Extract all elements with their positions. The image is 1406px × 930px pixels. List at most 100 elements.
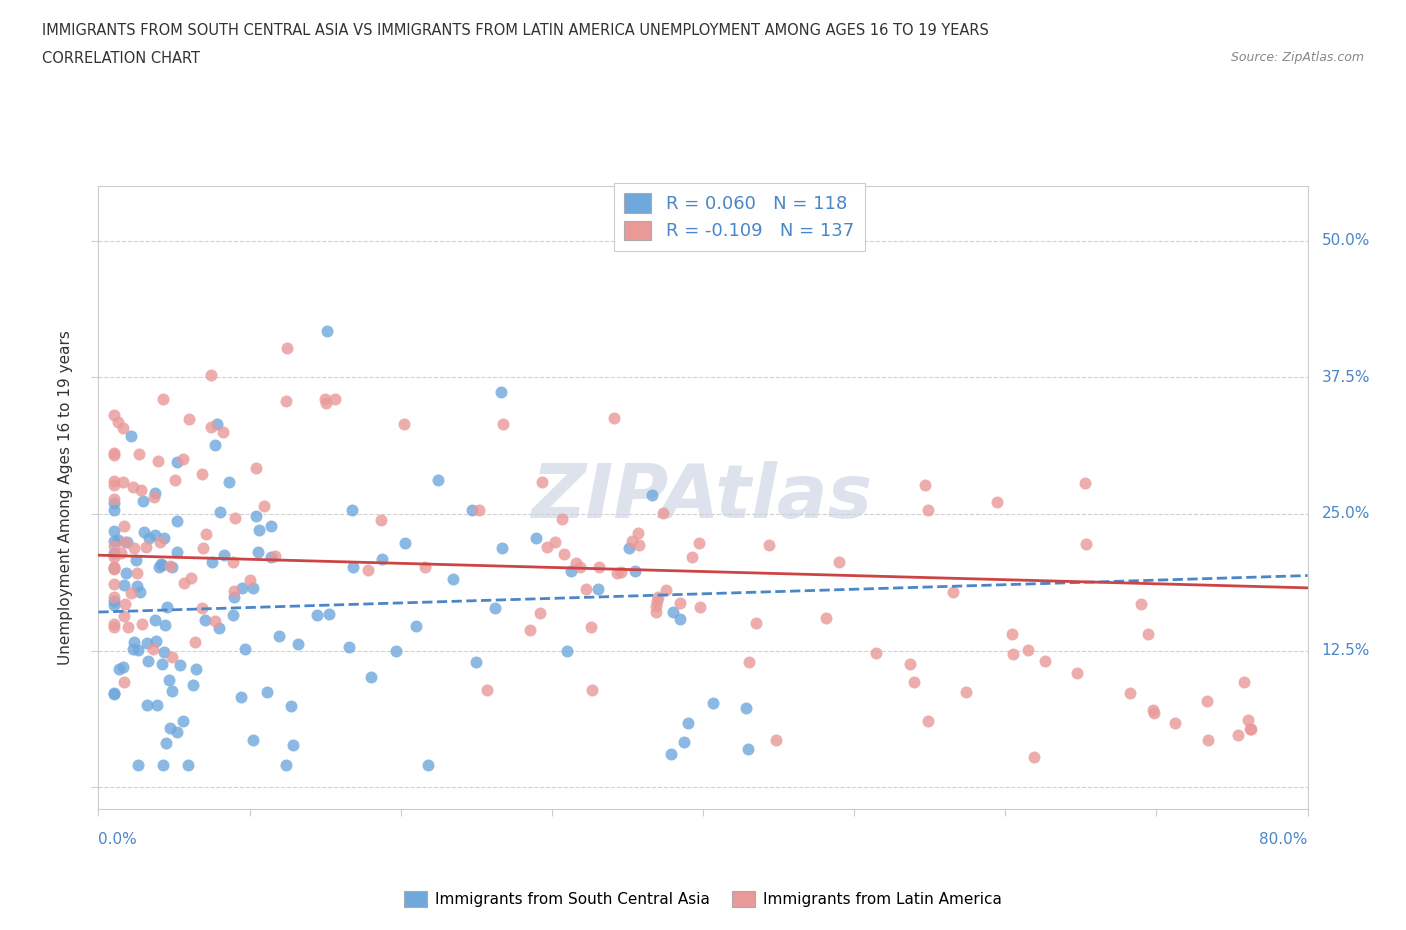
Point	[155, 736, 177, 751]
Point	[316, 324, 339, 339]
Point	[484, 600, 506, 615]
Text: CORRELATION CHART: CORRELATION CHART	[42, 51, 200, 66]
Point	[138, 530, 160, 545]
Point	[337, 639, 360, 654]
Point	[529, 605, 551, 620]
Point	[738, 655, 761, 670]
Point	[898, 657, 921, 671]
Point	[121, 429, 143, 444]
Point	[103, 496, 125, 511]
Point	[103, 562, 125, 577]
Point	[190, 601, 212, 616]
Point	[405, 618, 427, 633]
Point	[659, 747, 682, 762]
Point	[103, 561, 125, 576]
Point	[536, 539, 558, 554]
Point	[475, 683, 498, 698]
Point	[129, 585, 152, 600]
Point	[1136, 627, 1159, 642]
Text: ZIPAtlas: ZIPAtlas	[533, 461, 873, 534]
Point	[815, 610, 838, 625]
Point	[276, 758, 298, 773]
Point	[1119, 685, 1142, 700]
Point	[152, 758, 174, 773]
Text: 12.5%: 12.5%	[1322, 643, 1369, 658]
Point	[323, 392, 346, 406]
Point	[103, 590, 125, 604]
Point	[142, 642, 165, 657]
Point	[177, 758, 200, 773]
Point	[166, 514, 188, 529]
Point	[287, 637, 309, 652]
Point	[103, 549, 125, 564]
Point	[865, 645, 887, 660]
Point	[143, 485, 166, 500]
Point	[672, 735, 695, 750]
Point	[112, 518, 135, 533]
Point	[588, 559, 610, 574]
Point	[134, 525, 156, 539]
Point	[247, 523, 270, 538]
Point	[314, 392, 336, 406]
Point	[169, 658, 191, 672]
Point	[224, 511, 246, 525]
Point	[263, 549, 285, 564]
Point	[103, 593, 125, 608]
Point	[114, 597, 136, 612]
Point	[152, 644, 174, 659]
Text: 25.0%: 25.0%	[1322, 507, 1369, 522]
Point	[218, 474, 240, 489]
Point	[267, 629, 290, 644]
Point	[193, 540, 215, 555]
Point	[283, 737, 305, 752]
Point	[413, 559, 436, 574]
Point	[204, 437, 226, 452]
Point	[745, 616, 768, 631]
Point	[103, 619, 125, 634]
Point	[394, 535, 416, 550]
Point	[136, 635, 159, 650]
Point	[1197, 733, 1219, 748]
Point	[491, 540, 513, 555]
Point	[565, 556, 588, 571]
Point	[1074, 537, 1097, 551]
Point	[103, 617, 125, 631]
Point	[122, 480, 145, 495]
Point	[519, 623, 541, 638]
Point	[146, 454, 169, 469]
Point	[149, 535, 172, 550]
Point	[222, 584, 245, 599]
Point	[903, 674, 925, 689]
Point	[103, 503, 125, 518]
Point	[276, 393, 298, 408]
Point	[152, 392, 174, 406]
Point	[204, 614, 226, 629]
Point	[128, 446, 150, 461]
Point	[195, 526, 218, 541]
Point	[586, 581, 609, 596]
Point	[159, 558, 181, 573]
Point	[524, 531, 547, 546]
Point	[544, 535, 567, 550]
Point	[153, 530, 176, 545]
Point	[647, 590, 669, 604]
Point	[669, 595, 692, 610]
Point	[1142, 703, 1164, 718]
Point	[681, 549, 703, 564]
Point	[135, 539, 157, 554]
Point	[177, 412, 200, 427]
Point	[1001, 646, 1024, 661]
Point	[163, 472, 186, 487]
Point	[150, 557, 173, 572]
Text: 80.0%: 80.0%	[1260, 832, 1308, 847]
Point	[1024, 750, 1046, 764]
Point	[103, 407, 125, 422]
Point	[129, 483, 152, 498]
Point	[239, 573, 262, 588]
Point	[357, 563, 380, 578]
Point	[627, 525, 650, 540]
Point	[160, 684, 183, 698]
Point	[183, 677, 205, 692]
Point	[1001, 627, 1024, 642]
Point	[112, 609, 135, 624]
